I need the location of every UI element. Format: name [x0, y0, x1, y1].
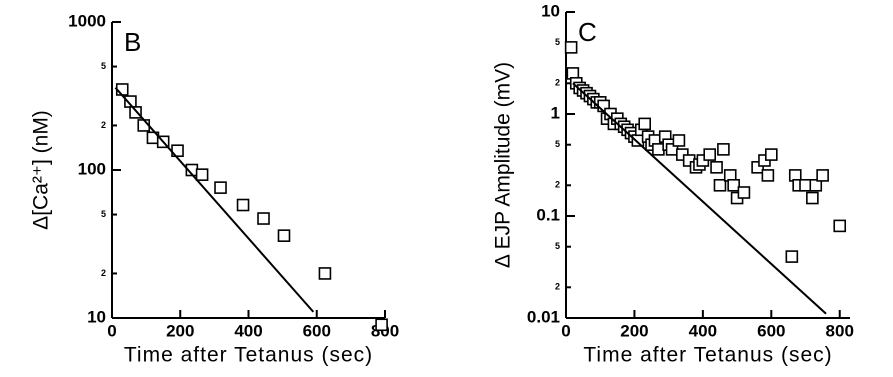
data-point: [765, 148, 778, 161]
data-point: [375, 318, 388, 332]
fit-line: [572, 82, 827, 315]
x-tick-label: 200: [620, 321, 648, 340]
x-axis-label: Time after Tetanus (sec): [583, 344, 832, 367]
y-tick-label: 2: [101, 268, 106, 278]
y-axis-label: Δ EJP Amplitude (mV): [492, 62, 515, 268]
y-tick-label: 2: [101, 120, 106, 130]
data-point: [710, 161, 723, 174]
y-tick-label: 0.01: [527, 307, 560, 326]
x-tick-label: 600: [303, 321, 331, 340]
x-tick-label: 200: [166, 321, 194, 340]
data-point: [652, 143, 665, 156]
y-tick-label: 100: [78, 159, 106, 178]
y-tick-label: 5: [101, 209, 106, 219]
data-point: [195, 168, 209, 181]
x-tick-label: 400: [689, 321, 717, 340]
y-tick-label: 2: [555, 282, 560, 292]
data-point: [318, 267, 332, 280]
x-axis-label: Time after Tetanus (sec): [124, 344, 373, 367]
data-point: [727, 178, 740, 192]
x-tick-label: 400: [234, 321, 262, 340]
x-tick-label: 0: [107, 321, 116, 340]
data-point: [277, 229, 291, 242]
y-tick-label: 10: [87, 307, 106, 326]
data-point: [806, 191, 819, 205]
y-tick-label: 5: [555, 37, 560, 47]
data-point: [785, 250, 799, 263]
y-tick-label: 2: [555, 180, 560, 190]
y-tick-label: 2: [555, 78, 560, 88]
panel-label: B: [124, 27, 141, 57]
y-tick-label: 5: [555, 241, 560, 251]
fit-line: [114, 87, 315, 313]
y-tick-label: 10: [541, 1, 560, 20]
y-tick-label: 5: [555, 139, 560, 149]
y-tick-label: 5: [101, 61, 106, 71]
data-point: [703, 148, 717, 161]
x-tick-label: 0: [561, 321, 570, 340]
panel-label: C: [578, 17, 597, 47]
x-tick-label: 800: [826, 321, 854, 340]
data-point: [717, 143, 730, 156]
data-point: [799, 178, 812, 192]
data-point: [761, 169, 775, 182]
data-point: [809, 178, 823, 192]
data-point: [816, 169, 829, 182]
y-axis-label: Δ[Ca²⁺] (nM): [30, 110, 53, 230]
y-tick-label: 0.1: [536, 205, 560, 224]
data-point: [257, 212, 270, 225]
panel: 10251002510000200400600800BTime after Te…: [30, 11, 400, 366]
data-point: [236, 198, 250, 212]
y-tick-label: 1: [551, 103, 560, 122]
data-point: [214, 181, 227, 194]
data-point: [631, 134, 645, 147]
data-point: [638, 117, 651, 131]
data-point: [713, 178, 727, 192]
panel: 0.01 2 5 0.1 2 5 1 2 5 10 0 200 400 600 800 C Time after…: [492, 1, 854, 366]
data-point: [737, 186, 751, 199]
x-tick-label: 600: [757, 321, 785, 340]
data-point: [833, 219, 847, 233]
data-point: [672, 134, 686, 147]
data-point: [129, 106, 142, 119]
data-point: [751, 161, 764, 174]
data-point: [564, 41, 578, 54]
data-point: [115, 83, 129, 96]
y-tick-label: 1000: [68, 11, 106, 30]
